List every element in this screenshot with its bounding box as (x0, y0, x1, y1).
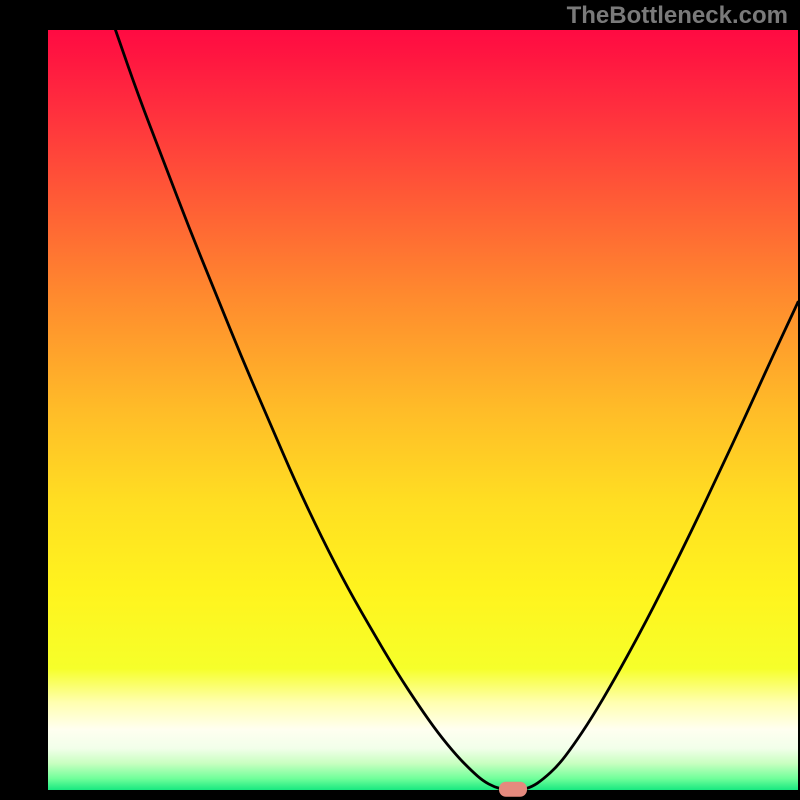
bottleneck-chart: TheBottleneck.com (0, 0, 800, 800)
optimal-marker (499, 782, 527, 797)
attribution-label: TheBottleneck.com (567, 2, 788, 30)
bottleneck-curve (116, 30, 799, 790)
curve-layer (0, 0, 800, 800)
